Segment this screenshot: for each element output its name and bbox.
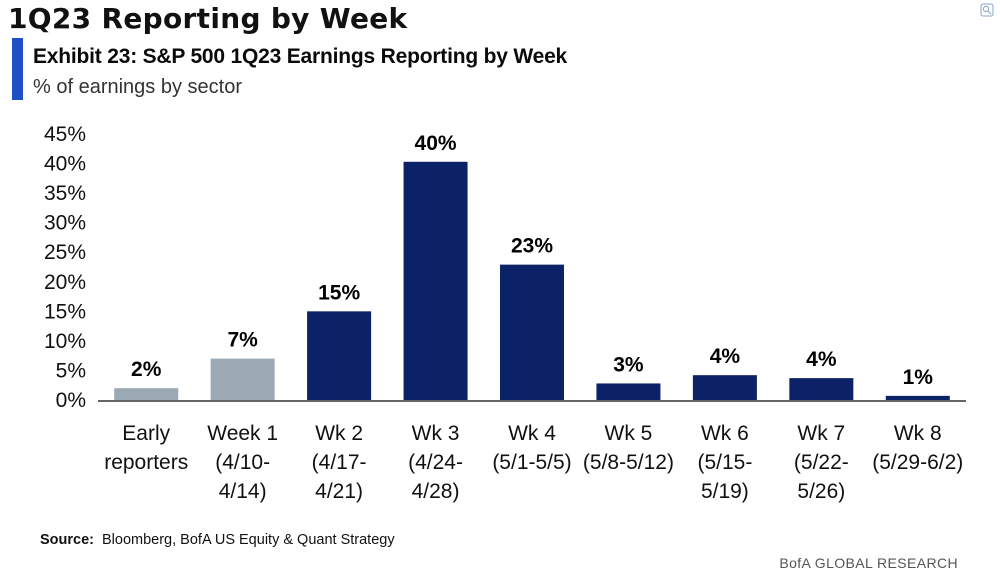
x-axis-categories: Early reporters Week 1 (4/10-4/14) Wk 2 (4/17… xyxy=(104,422,963,503)
page-title: 1Q23 Reporting by Week xyxy=(8,2,408,35)
data-label: 4% xyxy=(710,345,741,368)
exhibit-title: Exhibit 23: S&P 500 1Q23 Earnings Report… xyxy=(33,45,568,68)
bar xyxy=(114,388,179,400)
data-label: 15% xyxy=(318,281,360,304)
x-category-label: Wk 3 (4/24-4/28) xyxy=(408,422,463,503)
bar xyxy=(692,375,757,400)
x-category-label: Wk 6 (5/15-5/19) xyxy=(697,422,752,503)
x-category-label: Early reporters xyxy=(104,422,188,474)
bar xyxy=(885,395,950,400)
x-category-label: Wk 4 (5/1-5/5) xyxy=(492,422,571,474)
y-tick-label: 40% xyxy=(44,153,86,176)
y-tick-label: 45% xyxy=(44,123,86,146)
y-tick-label: 10% xyxy=(44,330,86,353)
bar xyxy=(789,378,854,400)
exhibit-subtitle: % of earnings by sector xyxy=(33,76,242,98)
x-category-label: Week 1 (4/10-4/14) xyxy=(207,422,278,503)
brand-label: BofA GLOBAL RESEARCH xyxy=(779,555,958,571)
data-label: 4% xyxy=(806,348,837,371)
x-category-label: Wk 8 (5/29-6/2) xyxy=(872,422,963,474)
x-category-label: Wk 5 (5/8-5/12) xyxy=(583,422,674,474)
source-text: Bloomberg, BofA US Equity & Quant Strate… xyxy=(102,532,395,548)
data-labels: 2% 7% 15% 40% 23% 3% 4% 4% 1% xyxy=(131,132,933,389)
source-label: Source: xyxy=(40,532,94,548)
data-label: 2% xyxy=(131,358,162,381)
x-category-label: Wk 2 (4/17-4/21) xyxy=(312,422,367,503)
bars xyxy=(114,161,950,400)
bar xyxy=(500,264,564,400)
data-label: 7% xyxy=(227,329,258,352)
accent-bar xyxy=(12,38,23,100)
y-tick-label: 25% xyxy=(44,241,86,264)
bar xyxy=(403,161,468,400)
y-axis-ticks: 0% 5% 10% 15% 20% 25% 30% 35% 40% 45% xyxy=(44,123,86,412)
y-tick-label: 35% xyxy=(44,182,86,205)
y-tick-label: 20% xyxy=(44,271,86,294)
x-category-label: Wk 7 (5/22-5/26) xyxy=(794,422,849,503)
y-tick-label: 30% xyxy=(44,212,86,235)
data-label: 23% xyxy=(511,235,553,258)
bar xyxy=(210,358,275,400)
bar xyxy=(307,311,372,400)
bar xyxy=(596,383,661,400)
data-label: 40% xyxy=(415,132,457,155)
source-line: Source: Bloomberg, BofA US Equity & Quant… xyxy=(40,532,395,548)
y-tick-label: 5% xyxy=(56,359,86,382)
y-tick-label: 15% xyxy=(44,300,86,323)
y-tick-label: 0% xyxy=(56,389,86,412)
data-label: 1% xyxy=(903,366,934,389)
expand-icon[interactable] xyxy=(980,3,994,17)
data-label: 3% xyxy=(613,353,644,376)
